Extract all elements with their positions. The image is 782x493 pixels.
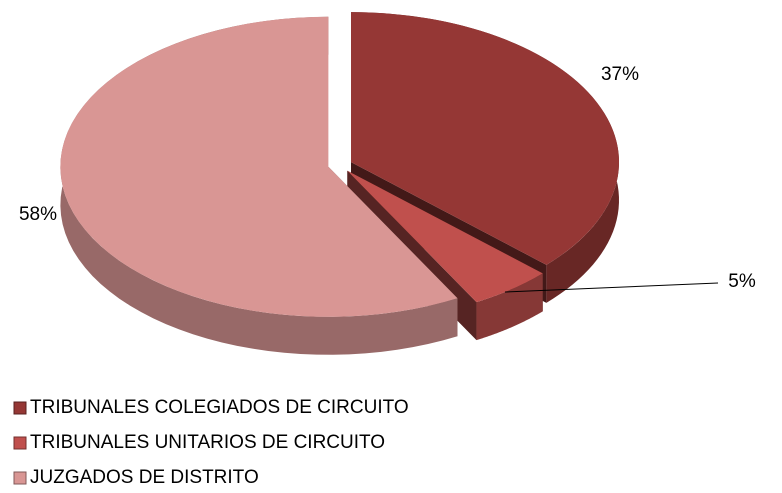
labels: 37% 5% 58% (19, 64, 756, 292)
slice (351, 12, 620, 265)
slice-side (60, 16, 458, 355)
legend-label: TRIBUNALES UNITARIOS DE CIRCUITO (30, 432, 385, 453)
slice (347, 170, 543, 303)
pie (60, 12, 620, 355)
legend: TRIBUNALES COLEGIADOS DE CIRCUITO TRIBUNA… (13, 397, 409, 488)
legend-label: TRIBUNALES COLEGIADOS DE CIRCUITO (30, 397, 409, 418)
legend-swatch (13, 471, 27, 485)
legend-swatch (13, 436, 27, 450)
legend-swatch (13, 401, 27, 415)
slice-side (476, 273, 543, 341)
data-label: 58% (19, 204, 57, 225)
legend-label: JUZGADOS DE DISTRITO (30, 467, 259, 488)
slice (60, 16, 458, 317)
leader-line (504, 282, 719, 293)
data-label: 5% (728, 271, 756, 292)
data-label: 37% (601, 64, 639, 85)
